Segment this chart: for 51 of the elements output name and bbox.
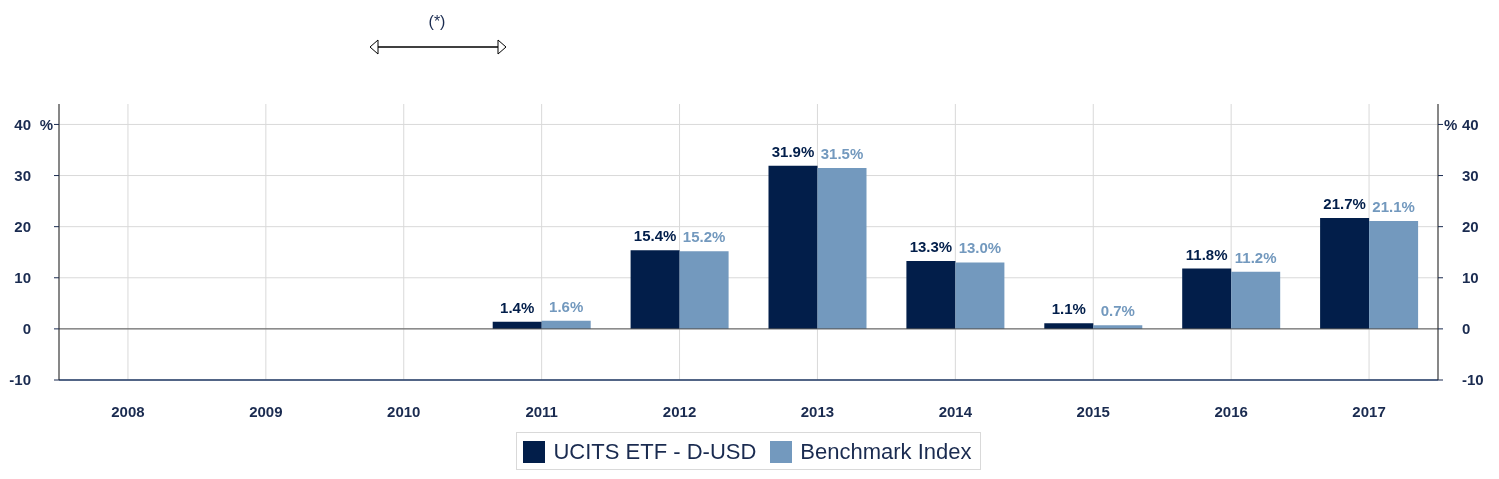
bar xyxy=(679,251,729,329)
x-tick-label: 2011 xyxy=(525,402,558,420)
y-tick-label: 40 xyxy=(14,115,31,133)
data-label: 15.2% xyxy=(682,228,726,246)
data-label: 21.1% xyxy=(1372,198,1415,216)
y-tick-label: -10 xyxy=(9,371,31,389)
data-label: 13.3% xyxy=(909,237,953,255)
data-label: 11.2% xyxy=(1234,248,1277,266)
data-label: 21.7% xyxy=(1323,194,1366,212)
x-tick-label: 2014 xyxy=(938,402,973,420)
y-tick-label: 10 xyxy=(14,269,31,287)
data-label: 1.1% xyxy=(1051,300,1086,318)
bar xyxy=(1320,217,1370,329)
bar xyxy=(630,250,680,329)
y2-tick-label: 10 xyxy=(1462,269,1479,287)
y2-tick-label: -10 xyxy=(1462,371,1484,389)
bar xyxy=(1182,268,1232,329)
x-tick-label: 2013 xyxy=(800,402,835,420)
y2-tick-label: 0 xyxy=(1462,320,1471,338)
data-label: 31.5% xyxy=(820,144,864,162)
data-label: 0.7% xyxy=(1100,302,1135,320)
bar xyxy=(768,165,818,329)
y-tick-label: 30 xyxy=(14,166,31,184)
x-tick-label: 2017 xyxy=(1352,402,1386,420)
bar xyxy=(955,262,1005,329)
x-tick-label: 2015 xyxy=(1076,402,1110,420)
data-label: 1.4% xyxy=(500,298,535,316)
data-label: 11.8% xyxy=(1185,245,1228,263)
text: (*) xyxy=(427,13,447,31)
y2-tick-label: 20 xyxy=(1462,217,1479,235)
data-label: 1.6% xyxy=(549,297,584,315)
y-tick-label: 20 xyxy=(14,217,31,235)
data-label: 31.9% xyxy=(771,142,815,160)
legend-label: UCITS ETF - D-USD xyxy=(553,439,757,465)
y2-tick-label: 30 xyxy=(1462,166,1479,184)
y2-axis-title: % xyxy=(1444,115,1458,133)
bar xyxy=(1369,221,1419,329)
legend-label: Benchmark Index xyxy=(800,439,972,465)
data-label: 13.0% xyxy=(958,239,1002,257)
x-tick-label: 2010 xyxy=(387,402,421,420)
data-label: 15.4% xyxy=(633,227,677,245)
y2-tick-label: 40 xyxy=(1462,115,1479,133)
x-tick-label: 2009 xyxy=(249,402,283,420)
bar xyxy=(1231,271,1281,329)
bar xyxy=(817,167,867,329)
x-tick-label: 2016 xyxy=(1214,402,1248,420)
x-tick-label: 2008 xyxy=(111,402,145,420)
bar xyxy=(906,260,956,329)
x-tick-label: 2012 xyxy=(662,402,697,420)
y-tick-label: 0 xyxy=(22,320,31,338)
y-axis-title: % xyxy=(39,115,53,133)
